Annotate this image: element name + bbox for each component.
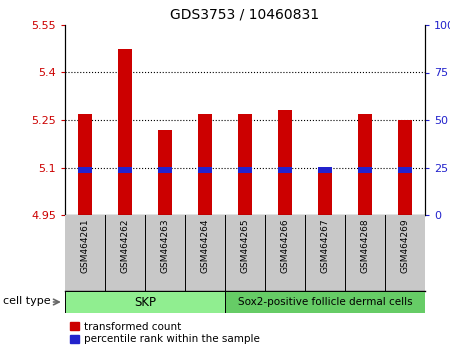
Text: GSM464267: GSM464267 bbox=[320, 219, 329, 273]
Bar bbox=[238, 114, 252, 215]
Bar bbox=[318, 171, 332, 215]
Bar bbox=[238, 167, 252, 173]
Bar bbox=[398, 120, 412, 215]
Bar bbox=[118, 49, 132, 215]
Bar bbox=[318, 167, 332, 173]
Text: GSM464262: GSM464262 bbox=[121, 219, 130, 273]
Text: GSM464265: GSM464265 bbox=[240, 219, 249, 273]
Title: GDS3753 / 10460831: GDS3753 / 10460831 bbox=[171, 7, 320, 21]
Text: GSM464263: GSM464263 bbox=[161, 219, 170, 273]
Bar bbox=[158, 130, 172, 215]
Bar bbox=[278, 167, 292, 173]
Bar bbox=[358, 114, 372, 215]
Text: SKP: SKP bbox=[134, 296, 156, 308]
Bar bbox=[278, 110, 292, 215]
Bar bbox=[358, 167, 372, 173]
Bar bbox=[198, 167, 212, 173]
Text: GSM464269: GSM464269 bbox=[400, 219, 410, 273]
Bar bbox=[78, 167, 92, 173]
Legend: transformed count, percentile rank within the sample: transformed count, percentile rank withi… bbox=[70, 322, 260, 344]
Bar bbox=[78, 114, 92, 215]
Bar bbox=[398, 167, 412, 173]
Text: GSM464268: GSM464268 bbox=[360, 219, 369, 273]
Bar bbox=[65, 291, 225, 313]
Text: GSM464261: GSM464261 bbox=[81, 219, 90, 273]
Bar bbox=[118, 167, 132, 173]
Text: Sox2-positive follicle dermal cells: Sox2-positive follicle dermal cells bbox=[238, 297, 412, 307]
Bar bbox=[158, 167, 172, 173]
Text: cell type: cell type bbox=[3, 296, 51, 306]
Text: GSM464266: GSM464266 bbox=[280, 219, 289, 273]
Bar bbox=[198, 114, 212, 215]
Text: GSM464264: GSM464264 bbox=[201, 219, 210, 273]
Bar bbox=[225, 291, 425, 313]
